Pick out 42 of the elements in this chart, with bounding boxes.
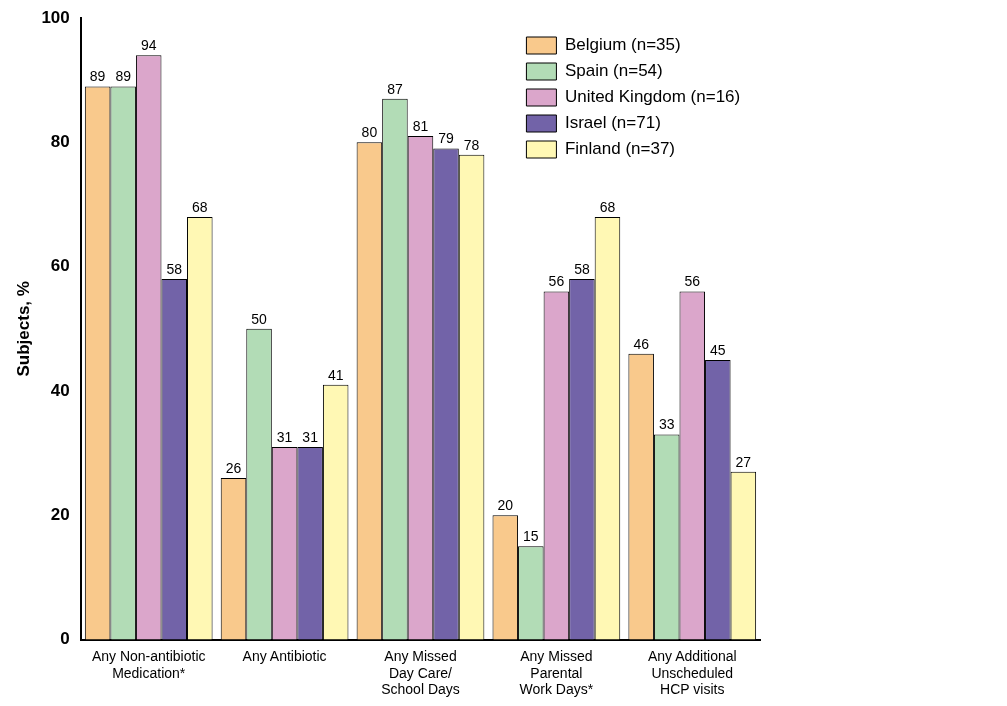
y-axis-title: Subjects, % bbox=[13, 281, 33, 377]
data-label: 94 bbox=[140, 37, 157, 54]
data-label: 79 bbox=[438, 130, 455, 147]
legend-label: Israel (n=71) bbox=[564, 113, 661, 133]
data-label: 56 bbox=[548, 273, 565, 290]
y-tick-label: 100 bbox=[41, 7, 70, 27]
data-label: 15 bbox=[523, 528, 539, 545]
data-label: 27 bbox=[735, 453, 752, 470]
legend-label: Belgium (n=35) bbox=[564, 35, 681, 55]
data-label: 78 bbox=[463, 136, 480, 153]
data-label: 26 bbox=[225, 459, 242, 476]
y-tick-label: 80 bbox=[50, 132, 70, 152]
y-tick-label: 60 bbox=[50, 256, 70, 276]
x-tick-label: Any Missed Day Care/ School Days bbox=[381, 647, 460, 698]
data-label: 46 bbox=[633, 335, 650, 352]
y-tick-label: 20 bbox=[50, 504, 70, 524]
data-label: 50 bbox=[251, 310, 268, 327]
x-tick-label: Any Additional Unscheduled HCP visits bbox=[647, 647, 737, 698]
legend-label: Spain (n=54) bbox=[564, 61, 663, 81]
data-label: 56 bbox=[684, 273, 701, 290]
data-label: 20 bbox=[497, 497, 514, 514]
x-tick-label: Any Missed Parental Work Days* bbox=[519, 647, 594, 698]
data-label: 58 bbox=[166, 260, 183, 277]
data-label: 41 bbox=[327, 366, 344, 383]
data-label: 87 bbox=[387, 80, 403, 97]
data-label: 45 bbox=[710, 341, 726, 358]
data-label: 89 bbox=[115, 68, 132, 85]
data-label: 68 bbox=[599, 198, 616, 215]
x-tick-label: Any Non-antibiotic Medication* bbox=[91, 647, 206, 681]
x-tick-label: Any Antibiotic bbox=[242, 647, 327, 664]
data-label: 33 bbox=[658, 416, 675, 433]
legend-label: United Kingdom (n=16) bbox=[564, 87, 741, 107]
data-label: 80 bbox=[361, 124, 378, 141]
data-label: 81 bbox=[412, 117, 429, 134]
y-tick-label: 0 bbox=[60, 629, 70, 649]
legend-label: Finland (n=37) bbox=[564, 139, 675, 159]
data-label: 31 bbox=[276, 428, 293, 445]
data-label: 89 bbox=[89, 68, 106, 85]
data-label: 31 bbox=[302, 428, 319, 445]
data-label: 68 bbox=[192, 198, 208, 215]
y-tick-label: 40 bbox=[50, 380, 70, 400]
data-label: 58 bbox=[574, 260, 590, 277]
